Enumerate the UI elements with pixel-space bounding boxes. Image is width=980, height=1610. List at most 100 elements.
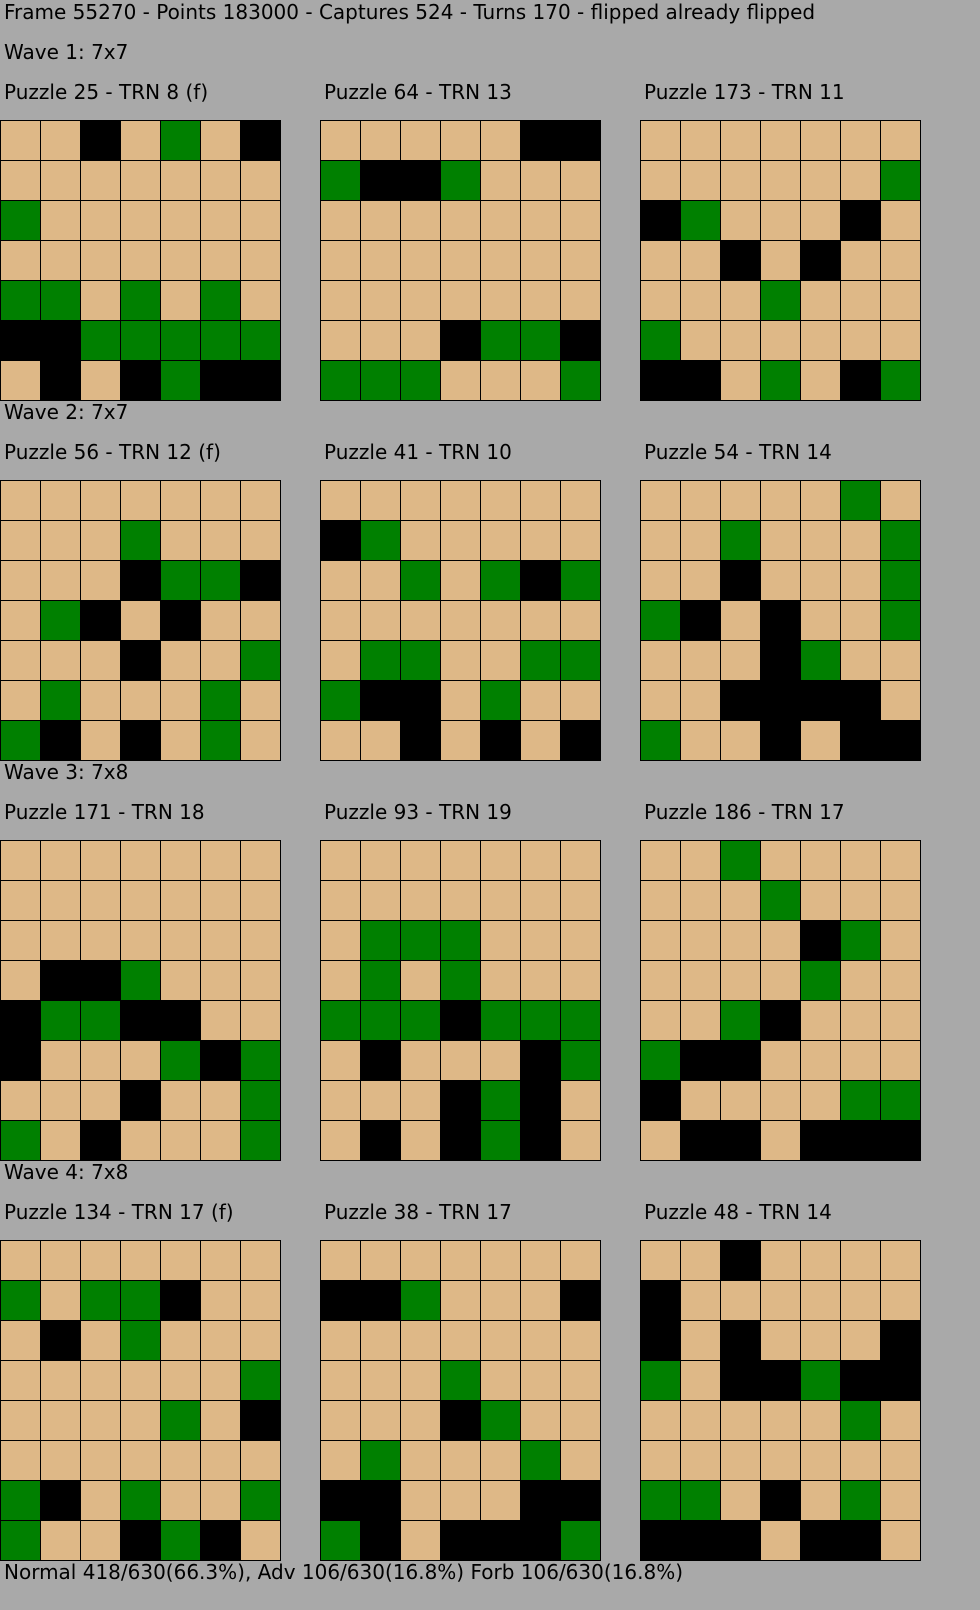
empty-tile[interactable] <box>641 561 680 600</box>
empty-tile[interactable] <box>241 841 280 880</box>
green-tile[interactable] <box>481 1081 520 1120</box>
black-tile[interactable] <box>441 1521 480 1560</box>
empty-tile[interactable] <box>641 961 680 1000</box>
empty-tile[interactable] <box>1 1361 40 1400</box>
black-tile[interactable] <box>721 1521 760 1560</box>
empty-tile[interactable] <box>81 1401 120 1440</box>
green-tile[interactable] <box>641 1041 680 1080</box>
empty-tile[interactable] <box>761 521 800 560</box>
empty-tile[interactable] <box>761 481 800 520</box>
empty-tile[interactable] <box>161 921 200 960</box>
black-tile[interactable] <box>161 1281 200 1320</box>
empty-tile[interactable] <box>881 1281 920 1320</box>
empty-tile[interactable] <box>841 1001 880 1040</box>
empty-tile[interactable] <box>161 481 200 520</box>
empty-tile[interactable] <box>41 1401 80 1440</box>
empty-tile[interactable] <box>1 161 40 200</box>
empty-tile[interactable] <box>241 201 280 240</box>
empty-tile[interactable] <box>441 681 480 720</box>
empty-tile[interactable] <box>201 601 240 640</box>
empty-tile[interactable] <box>561 1081 600 1120</box>
empty-tile[interactable] <box>721 1081 760 1120</box>
empty-tile[interactable] <box>681 1401 720 1440</box>
empty-tile[interactable] <box>881 481 920 520</box>
empty-tile[interactable] <box>121 241 160 280</box>
empty-tile[interactable] <box>321 1401 360 1440</box>
empty-tile[interactable] <box>441 641 480 680</box>
black-tile[interactable] <box>841 201 880 240</box>
empty-tile[interactable] <box>801 1321 840 1360</box>
empty-tile[interactable] <box>161 281 200 320</box>
empty-tile[interactable] <box>561 481 600 520</box>
empty-tile[interactable] <box>121 1441 160 1480</box>
empty-tile[interactable] <box>881 881 920 920</box>
green-tile[interactable] <box>321 1001 360 1040</box>
green-tile[interactable] <box>561 1001 600 1040</box>
empty-tile[interactable] <box>481 841 520 880</box>
green-tile[interactable] <box>121 1281 160 1320</box>
empty-tile[interactable] <box>481 601 520 640</box>
empty-tile[interactable] <box>81 281 120 320</box>
empty-tile[interactable] <box>841 841 880 880</box>
empty-tile[interactable] <box>321 1441 360 1480</box>
empty-tile[interactable] <box>721 481 760 520</box>
empty-tile[interactable] <box>841 241 880 280</box>
empty-tile[interactable] <box>641 1401 680 1440</box>
green-tile[interactable] <box>881 601 920 640</box>
green-tile[interactable] <box>121 961 160 1000</box>
green-tile[interactable] <box>241 1041 280 1080</box>
empty-tile[interactable] <box>121 1361 160 1400</box>
green-tile[interactable] <box>41 681 80 720</box>
empty-tile[interactable] <box>81 1041 120 1080</box>
empty-tile[interactable] <box>801 521 840 560</box>
empty-tile[interactable] <box>161 1321 200 1360</box>
empty-tile[interactable] <box>41 921 80 960</box>
green-tile[interactable] <box>81 1281 120 1320</box>
empty-tile[interactable] <box>121 1121 160 1160</box>
empty-tile[interactable] <box>41 521 80 560</box>
green-tile[interactable] <box>241 321 280 360</box>
empty-tile[interactable] <box>121 881 160 920</box>
empty-tile[interactable] <box>1 1401 40 1440</box>
green-tile[interactable] <box>561 641 600 680</box>
black-tile[interactable] <box>561 1481 600 1520</box>
empty-tile[interactable] <box>81 361 120 400</box>
black-tile[interactable] <box>441 1081 480 1120</box>
black-tile[interactable] <box>321 1481 360 1520</box>
empty-tile[interactable] <box>1 481 40 520</box>
empty-tile[interactable] <box>321 841 360 880</box>
empty-tile[interactable] <box>681 561 720 600</box>
empty-tile[interactable] <box>641 521 680 560</box>
empty-tile[interactable] <box>521 481 560 520</box>
black-tile[interactable] <box>441 1001 480 1040</box>
empty-tile[interactable] <box>321 1241 360 1280</box>
empty-tile[interactable] <box>641 121 680 160</box>
empty-tile[interactable] <box>241 681 280 720</box>
black-tile[interactable] <box>721 561 760 600</box>
empty-tile[interactable] <box>361 1321 400 1360</box>
green-tile[interactable] <box>81 321 120 360</box>
green-tile[interactable] <box>1 721 40 760</box>
black-tile[interactable] <box>321 521 360 560</box>
empty-tile[interactable] <box>681 641 720 680</box>
empty-tile[interactable] <box>81 721 120 760</box>
black-tile[interactable] <box>521 1481 560 1520</box>
empty-tile[interactable] <box>761 1041 800 1080</box>
empty-tile[interactable] <box>161 1481 200 1520</box>
green-tile[interactable] <box>721 841 760 880</box>
empty-tile[interactable] <box>561 1321 600 1360</box>
empty-tile[interactable] <box>641 881 680 920</box>
black-tile[interactable] <box>561 321 600 360</box>
empty-tile[interactable] <box>801 1481 840 1520</box>
empty-tile[interactable] <box>481 521 520 560</box>
empty-tile[interactable] <box>81 921 120 960</box>
empty-tile[interactable] <box>161 1121 200 1160</box>
black-tile[interactable] <box>681 1121 720 1160</box>
black-tile[interactable] <box>121 641 160 680</box>
empty-tile[interactable] <box>361 1361 400 1400</box>
empty-tile[interactable] <box>1 921 40 960</box>
green-tile[interactable] <box>521 641 560 680</box>
empty-tile[interactable] <box>561 1121 600 1160</box>
empty-tile[interactable] <box>521 201 560 240</box>
green-tile[interactable] <box>161 321 200 360</box>
